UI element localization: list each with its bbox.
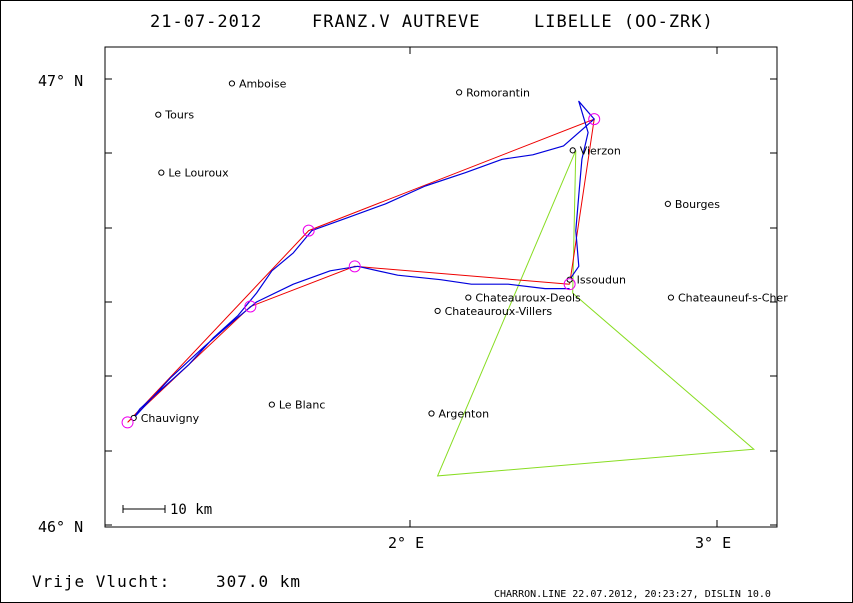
aircraft-name: LIBELLE (OO-ZRK) <box>534 12 714 32</box>
town-marker-icon <box>155 111 162 118</box>
town-label: Le Louroux <box>168 167 229 180</box>
town-label: Issoudun <box>577 274 626 287</box>
axis-ticks <box>105 47 777 527</box>
distance-label: Vrije Vlucht: <box>32 572 170 591</box>
turnpoint-marker-icon <box>302 224 315 237</box>
turnpoint-marker-icon <box>348 260 361 273</box>
town-label: Le Blanc <box>279 399 326 412</box>
distance-value: 307.0 km <box>216 572 301 591</box>
town-marker-icon <box>268 401 275 408</box>
town-label: Chateauneuf-s-Cher <box>678 292 788 305</box>
flight-track-line <box>133 100 595 419</box>
turnpoint-marker-icon <box>244 300 257 313</box>
town-marker-icon <box>566 276 573 283</box>
scale-bar-label: 10 km <box>170 502 212 518</box>
town-marker-icon <box>228 80 236 87</box>
lat-label-top: 47° N <box>38 72 83 90</box>
flight-track <box>133 100 595 419</box>
town-marker-icon <box>664 200 671 207</box>
town-label: Argenton <box>438 408 489 421</box>
lon-label-2e: 2° E <box>388 534 424 552</box>
town-marker-icon <box>158 169 165 176</box>
town-label: Bourges <box>675 198 720 211</box>
lon-label-3e: 3° E <box>695 534 731 552</box>
turnpoint-marker-icon <box>563 278 576 291</box>
scale-bar: 10 km <box>122 502 212 518</box>
town-label: Tours <box>164 109 194 122</box>
town-marker-icon <box>434 307 441 315</box>
credit-line: CHARRON.LINE 22.07.2012, 20:23:27, DISLI… <box>494 589 771 600</box>
pilot-name: FRANZ.V AUTREVE <box>312 12 481 32</box>
town-markers: Amboise Romorantin Tours Vierzon Le Louroux B… <box>130 77 788 425</box>
town-label: Chateauroux-Villers <box>445 305 553 318</box>
turnpoint-marker-icon <box>588 113 601 126</box>
town-label: Romorantin <box>466 86 530 99</box>
town-label: Chateauroux-Deols <box>475 292 581 305</box>
lat-label-bottom: 46° N <box>38 518 83 536</box>
town-marker-icon <box>569 147 576 154</box>
town-marker-icon <box>428 410 435 417</box>
town-marker-icon <box>465 294 472 301</box>
flight-date: 21-07-2012 <box>150 12 262 32</box>
map-border <box>104 46 778 528</box>
turnpoint-marker-icon <box>121 416 134 429</box>
town-label: Vierzon <box>580 144 621 157</box>
town-label: Chauvigny <box>141 412 200 425</box>
fai-triangle <box>436 150 756 477</box>
town-marker-icon <box>667 294 675 301</box>
turnpoint-markers <box>121 113 601 429</box>
fai-triangle-line <box>436 150 756 477</box>
town-marker-icon <box>456 89 463 96</box>
town-label: Amboise <box>239 77 287 90</box>
